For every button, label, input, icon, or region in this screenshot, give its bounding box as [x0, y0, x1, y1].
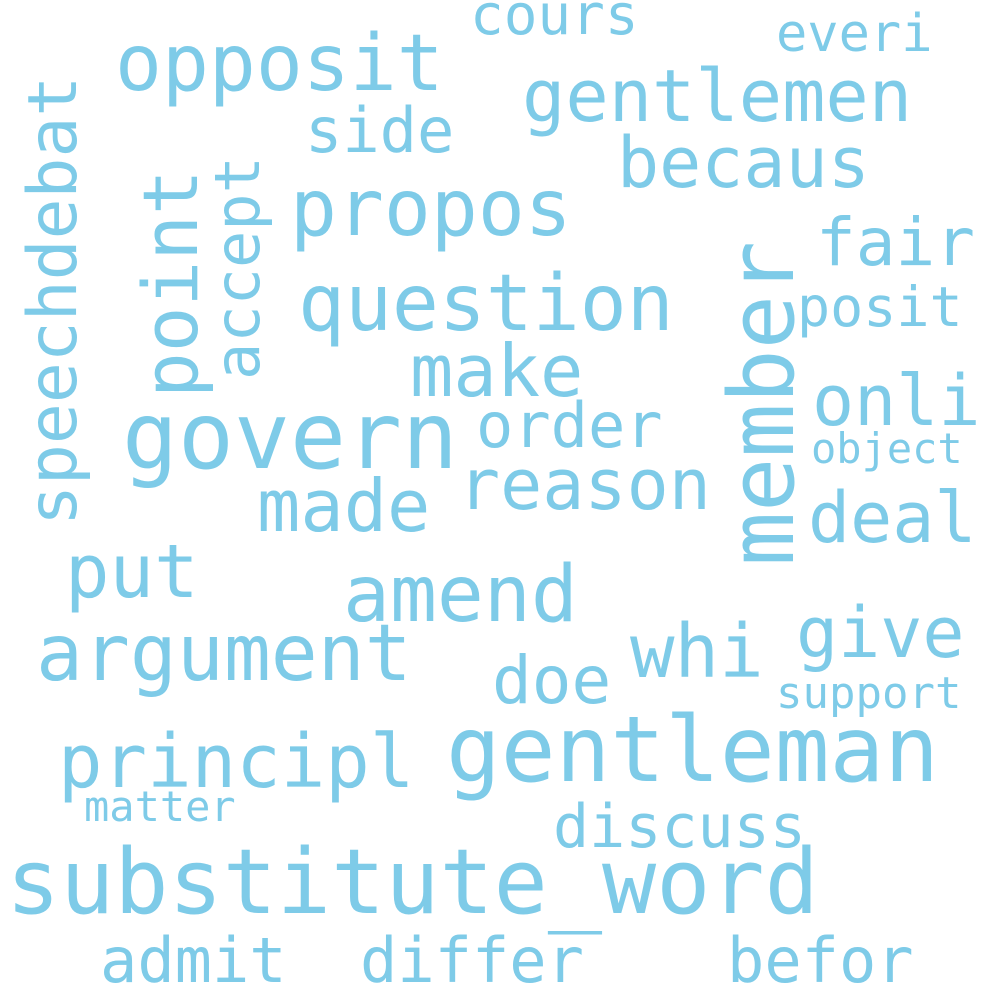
- word-fair: fair: [816, 204, 975, 281]
- word-argument: argument: [36, 609, 412, 699]
- word-becaus: becaus: [617, 122, 870, 204]
- word-gentlemen: gentlemen: [522, 54, 913, 138]
- word-put: put: [65, 529, 199, 615]
- word-whi: whi: [630, 609, 764, 695]
- word-member: member: [710, 240, 815, 566]
- word-onli: onli: [812, 360, 981, 442]
- word-accept: accept: [201, 156, 274, 380]
- word-question: question: [298, 259, 674, 349]
- word-differ: differ: [360, 924, 584, 997]
- word-give: give: [796, 592, 965, 674]
- word-object: object: [811, 424, 963, 473]
- word-govern: govern: [122, 382, 458, 490]
- word-deal: deal: [808, 477, 977, 559]
- word-discuss: discuss: [553, 792, 806, 862]
- word-cours: cours: [470, 0, 639, 48]
- word-posit: posit: [797, 275, 963, 339]
- word-order: order: [476, 389, 663, 462]
- word-made: made: [257, 464, 431, 548]
- word-side: side: [305, 94, 455, 167]
- word-reason: reason: [458, 444, 711, 526]
- word-admit: admit: [100, 924, 287, 997]
- word-make: make: [410, 329, 584, 413]
- word-gentleman: gentleman: [446, 698, 940, 803]
- word-principl: principl: [58, 719, 415, 805]
- word-doe: doe: [492, 642, 612, 719]
- word-opposit: opposit: [115, 19, 444, 109]
- word-propos: propos: [290, 164, 572, 254]
- word-speechdebat: speechdebat: [14, 75, 93, 526]
- word-matter: matter: [84, 782, 236, 831]
- word-befor: befor: [727, 924, 914, 997]
- word-everi: everi: [776, 4, 933, 64]
- word-support: support: [776, 668, 962, 719]
- word-amend: amend: [343, 550, 578, 640]
- word-substitute-word: substitute_word: [6, 830, 819, 935]
- word-point: point: [126, 169, 215, 398]
